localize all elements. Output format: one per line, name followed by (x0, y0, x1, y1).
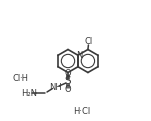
Text: N: N (76, 51, 83, 60)
Text: H₂N: H₂N (21, 88, 37, 98)
Text: O: O (65, 85, 71, 94)
Text: S: S (65, 76, 71, 87)
Text: NH: NH (49, 83, 61, 91)
Text: Cl: Cl (85, 37, 93, 46)
Text: H·Cl: H·Cl (73, 106, 91, 116)
Text: O: O (65, 69, 71, 78)
Text: ·H: ·H (19, 74, 28, 83)
Text: Cl: Cl (13, 74, 21, 83)
